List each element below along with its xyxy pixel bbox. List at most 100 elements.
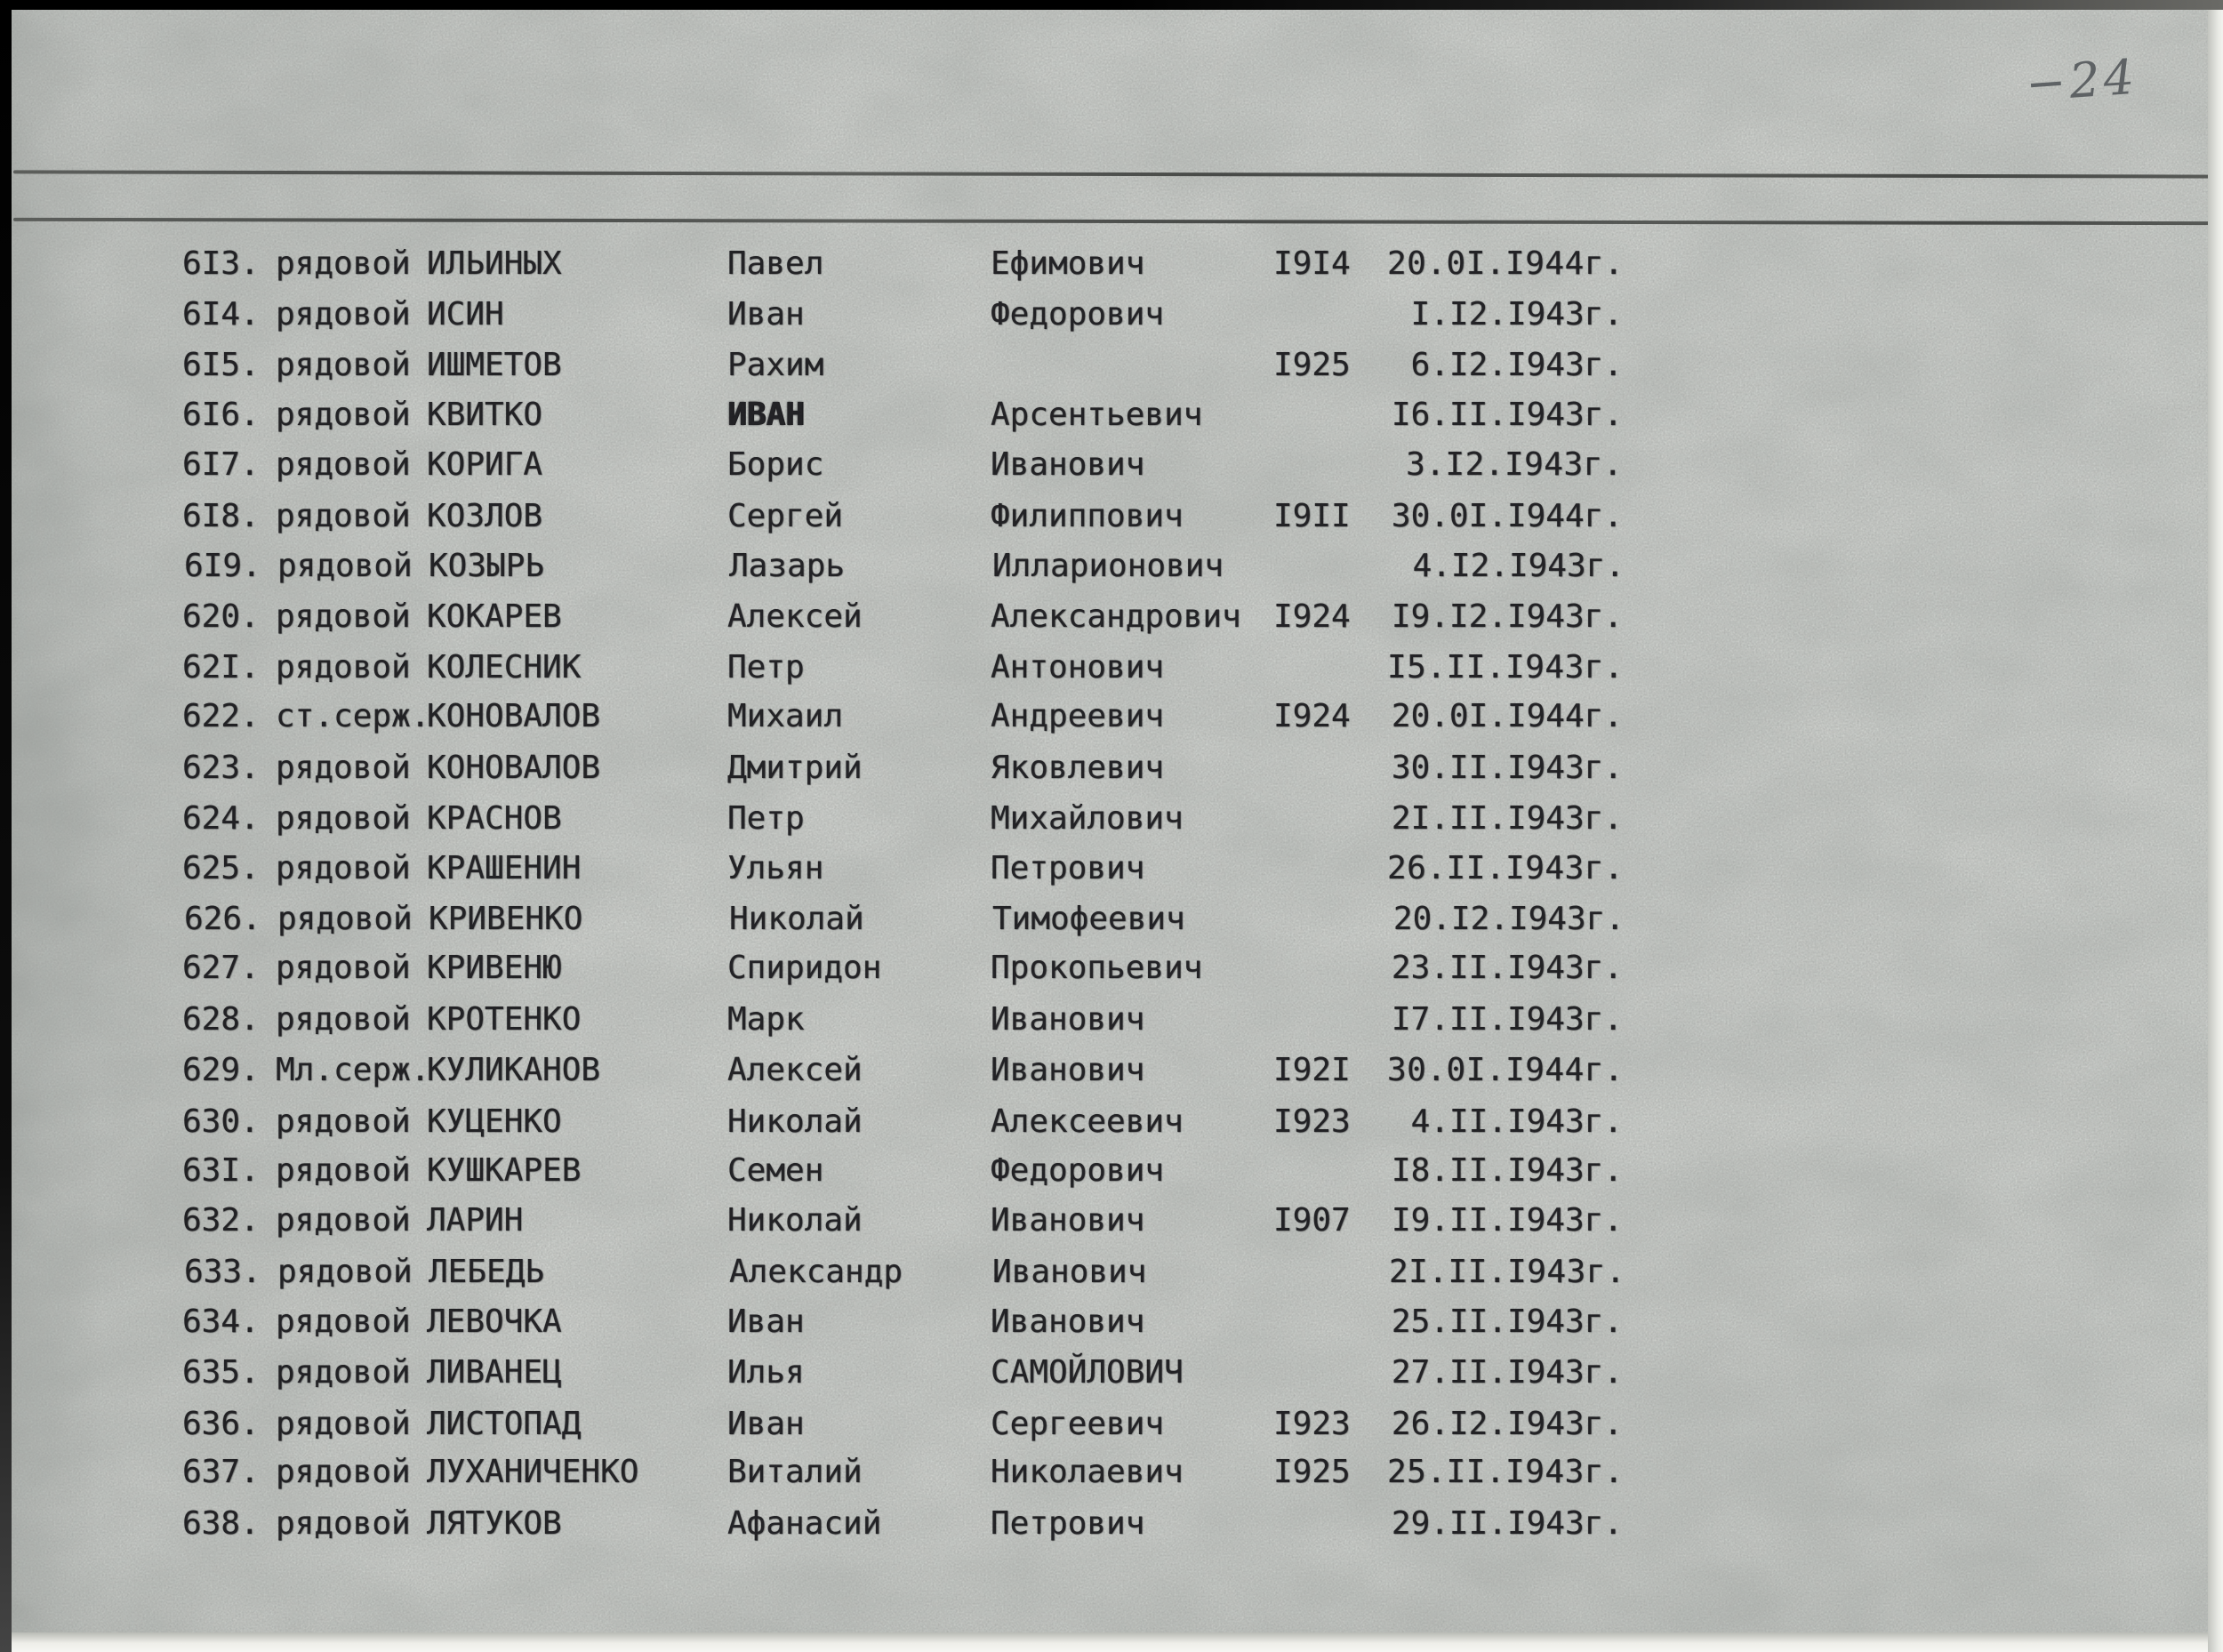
scan-edge-top — [0, 0, 2223, 10]
cell-first-name: Семен — [727, 1152, 824, 1190]
cell-first-name: Иван — [727, 1303, 805, 1341]
cell-first-name: Николай — [727, 1201, 863, 1239]
cell-rank: рядовой — [276, 800, 411, 838]
cell-surname: ИШМЕТОВ — [427, 347, 562, 384]
table-row: 634. рядовой ЛЕВОЧКА Иван Иванович 25.II.I943… — [182, 1296, 1623, 1347]
table-row: 633. рядовой ЛЕБЕДЬ Александр Иванович 2I.II.… — [184, 1247, 1625, 1297]
cell-patronymic: Ефимович — [991, 245, 1145, 282]
cell-surname: КОРИГА — [427, 445, 543, 483]
cell-rank: рядовой — [277, 1253, 413, 1290]
cell-date: 20.I2.I943г. — [1392, 900, 1625, 937]
cell-date: 3.I2.I943г. — [1406, 445, 1623, 483]
table-row: 628. рядовой КРОТЕНКО Марк Иванович I7.II.I94… — [182, 994, 1623, 1045]
cell-number: 622. — [182, 698, 260, 735]
cell-surname: КРАШЕНИН — [427, 850, 582, 887]
cell-number: 620. — [182, 597, 260, 635]
cell-patronymic: Федорович — [991, 1152, 1165, 1190]
cell-first-name: Спиридон — [727, 950, 882, 987]
casualty-table: 6I3. рядовой ИЛЬИНЫХ Павел Ефимович I9I4 20.0I… — [182, 238, 1625, 1549]
table-row: 632. рядовой ЛАРИН Николай Иванович I907 I9.II… — [182, 1195, 1623, 1246]
cell-patronymic: Арсентьевич — [991, 396, 1203, 433]
cell-number: 632. — [182, 1201, 260, 1239]
cell-number: 626. — [184, 900, 261, 937]
cell-first-name: Афанасий — [727, 1505, 882, 1543]
cell-first-name: Николай — [727, 1103, 863, 1140]
cell-patronymic: Михайлович — [991, 800, 1184, 838]
cell-surname: КВИТКО — [427, 396, 543, 433]
table-row: 6I6. рядовой КВИТКО ИВАН Арсентьевич I6.II.I9… — [182, 389, 1623, 440]
cell-patronymic: Петрович — [991, 850, 1145, 887]
cell-surname: КРИВЕНКО — [429, 900, 583, 937]
cell-birth-year: I925 — [1273, 1454, 1351, 1491]
cell-first-name: Павел — [727, 245, 824, 282]
table-row: 6I9. рядовой КОЗЫРЬ Лазарь Илларионович 4.I2.… — [184, 541, 1625, 591]
cell-rank: рядовой — [276, 1152, 411, 1190]
cell-birth-year: I925 — [1273, 347, 1351, 384]
cell-first-name: Рахим — [727, 347, 824, 384]
cell-patronymic: Иванович — [991, 1201, 1145, 1239]
cell-rank: рядовой — [276, 396, 411, 433]
cell-patronymic: Иванович — [991, 445, 1145, 483]
table-row: 6I4. рядовой ИСИН Иван Федорович I.I2.I943г. — [182, 289, 1623, 340]
cell-rank: рядовой — [276, 498, 411, 535]
cell-number: 625. — [182, 850, 260, 887]
cell-patronymic: Алексеевич — [991, 1103, 1184, 1140]
cell-patronymic: САМОЙЛОВИЧ — [991, 1353, 1184, 1391]
cell-date: 2I.II.I943г. — [1389, 1253, 1626, 1290]
table-row: 6I7. рядовой КОРИГА Борис Иванович 3.I2.I943г… — [182, 439, 1623, 490]
cell-patronymic: Иванович — [991, 1303, 1145, 1341]
cell-first-name: Сергей — [727, 498, 844, 535]
scan-edge-bottom — [12, 1632, 2223, 1652]
cell-number: 6I6. — [182, 396, 260, 433]
cell-first-name: Иван — [727, 295, 805, 333]
cell-first-name: ИВАН — [727, 396, 805, 433]
cell-patronymic: Иванович — [991, 1051, 1145, 1088]
cell-first-name: Ульян — [727, 850, 824, 887]
cell-rank: рядовой — [276, 1454, 411, 1491]
cell-date: 25.II.I943г. — [1387, 1454, 1625, 1491]
cell-patronymic: Филиппович — [991, 498, 1184, 535]
cell-rank: ст.серж. — [276, 698, 430, 735]
cell-first-name: Иван — [727, 1405, 805, 1442]
cell-date: I9.I2.I943г. — [1391, 597, 1623, 635]
table-row: 635. рядовой ЛИВАНЕЦ Илья САМОЙЛОВИЧ 27.II.I9… — [182, 1347, 1623, 1398]
cell-surname: КОЗЛОВ — [427, 498, 543, 535]
cell-date: 29.II.I943г. — [1391, 1505, 1623, 1543]
table-row: 638. рядовой ЛЯТУКОВ Афанасий Петрович 29.II.… — [182, 1498, 1623, 1549]
cell-birth-year: I924 — [1273, 698, 1351, 735]
cell-surname: КОНОВАЛОВ — [427, 749, 601, 786]
cell-rank: рядовой — [276, 850, 411, 887]
cell-patronymic: Иванович — [991, 1001, 1145, 1039]
cell-surname: КУЛИКАНОВ — [427, 1051, 601, 1088]
cell-date: 4.II.I943г. — [1410, 1103, 1623, 1140]
cell-first-name: Борис — [727, 445, 824, 483]
cell-patronymic: Яковлевич — [991, 749, 1165, 786]
cell-date: 20.0I.I944г. — [1391, 698, 1623, 735]
cell-date: I.I2.I943г. — [1410, 295, 1623, 333]
cell-patronymic: Николаевич — [991, 1454, 1184, 1491]
cell-surname: КРАСНОВ — [427, 800, 562, 838]
cell-number: 633. — [184, 1253, 261, 1290]
cell-surname: ЛЕВОЧКА — [427, 1303, 562, 1341]
cell-first-name: Михаил — [727, 698, 844, 735]
cell-birth-year: I924 — [1273, 597, 1351, 635]
cell-rank: рядовой — [276, 1353, 411, 1391]
cell-rank: рядовой — [276, 1201, 411, 1239]
cell-birth-year: I923 — [1273, 1103, 1351, 1140]
cell-surname: ЛУХАНИЧЕНКО — [427, 1454, 639, 1491]
table-row: 627. рядовой КРИВЕНЮ Спиридон Прокопьевич 23.… — [182, 943, 1623, 994]
cell-surname: ЛАРИН — [427, 1201, 524, 1239]
cell-patronymic: Сергеевич — [991, 1405, 1165, 1442]
cell-number: 638. — [182, 1505, 260, 1543]
cell-patronymic: Петрович — [991, 1505, 1145, 1543]
cell-rank: рядовой — [276, 1505, 411, 1543]
cell-birth-year: I923 — [1273, 1405, 1351, 1442]
cell-rank: рядовой — [276, 445, 411, 483]
cell-first-name: Дмитрий — [727, 749, 863, 786]
cell-date: 27.II.I943г. — [1391, 1353, 1623, 1391]
cell-number: 6I5. — [182, 347, 260, 384]
cell-patronymic: Тимофеевич — [992, 900, 1185, 937]
cell-surname: ЛИВАНЕЦ — [427, 1353, 562, 1391]
cell-first-name: Марк — [727, 1001, 805, 1039]
cell-patronymic: Андреевич — [991, 698, 1165, 735]
